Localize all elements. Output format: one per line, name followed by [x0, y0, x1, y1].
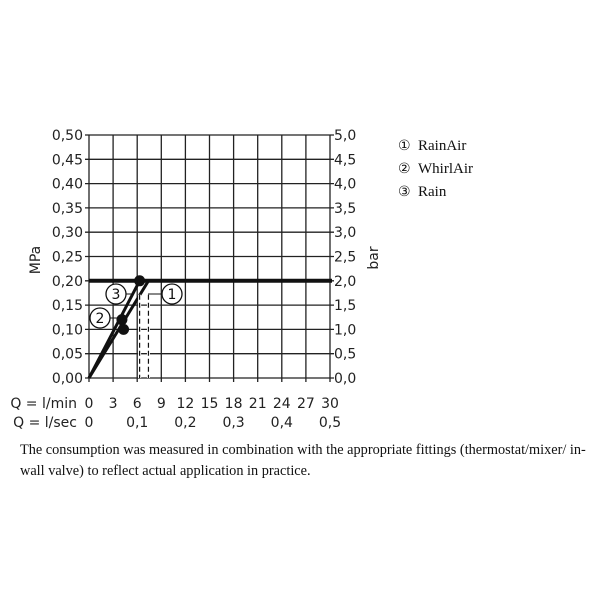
y-tick-label-right: 2,0: [334, 274, 356, 290]
callout-label-rain: 3: [112, 287, 121, 303]
x-tick-label-lsec: 0: [85, 415, 94, 431]
legend-marker: ②: [398, 161, 411, 177]
x-tick-label-lmin: 27: [297, 396, 315, 412]
callout-label-rainair: 1: [168, 287, 177, 303]
callout-label-whirlair: 2: [96, 311, 105, 327]
legend-marker: ①: [398, 138, 411, 154]
data-point: [134, 275, 146, 287]
y-tick-label-right: 1,0: [334, 322, 356, 338]
x-tick-label-lsec: 0,2: [174, 415, 196, 431]
x-tick-label-lmin: 24: [273, 396, 291, 412]
y-tick-label-left: 0,35: [52, 201, 83, 217]
x-tick-label-lmin: 30: [321, 396, 339, 412]
x-tick-label-lsec: 0,3: [222, 415, 244, 431]
y-tick-label-left: 0,30: [52, 225, 83, 241]
y-tick-label-right: 0,5: [334, 347, 356, 363]
y-axis-label-left: MPa: [28, 246, 44, 274]
y-tick-label-left: 0,15: [52, 298, 83, 314]
x-tick-label-lsec: 0,4: [271, 415, 293, 431]
y-tick-label-left: 0,45: [52, 152, 83, 168]
x-axis-label-lsec: Q = l/sec: [13, 415, 77, 431]
x-tick-label-lmin: 21: [249, 396, 267, 412]
y-tick-label-right: 4,5: [334, 152, 356, 168]
y-tick-label-left: 0,05: [52, 347, 83, 363]
callout-circle: [89, 307, 111, 329]
x-tick-label-lsec: 0,1: [126, 415, 148, 431]
callout-circle: [161, 283, 183, 305]
pressure-flow-chart: 0,00 0,000,05 0,530,10 1,060,15 1,590,20 2,01…: [10, 128, 473, 431]
y-tick-label-right: 5,0: [334, 128, 356, 144]
x-tick-label-lmin: 0: [85, 396, 94, 412]
data-point: [116, 314, 128, 326]
series-line-rain: [87, 280, 141, 379]
y-tick-label-left: 0,10: [52, 322, 83, 338]
x-tick-label-lmin: 15: [201, 396, 219, 412]
y-tick-label-left: 0,25: [52, 250, 83, 266]
legend-label-rain: Rain: [418, 184, 447, 200]
x-tick-label-lmin: 3: [109, 396, 118, 412]
x-tick-label-lmin: 18: [225, 396, 243, 412]
y-tick-label-left: 0,20: [52, 274, 83, 290]
legend-label-rainair: RainAir: [418, 138, 466, 154]
legend-label-whirlair: WhirlAir: [418, 161, 473, 177]
x-tick-label-lmin: 9: [157, 396, 166, 412]
x-axis-label-lmin: Q = l/min: [10, 396, 77, 412]
y-tick-label-left: 0,50: [52, 128, 83, 144]
footnote: The consumption was measured in combinat…: [20, 442, 586, 479]
x-tick-label-lmin: 6: [133, 396, 142, 412]
y-tick-label-right: 0,0: [334, 371, 356, 387]
y-tick-label-left: 0,00: [52, 371, 83, 387]
callout-circle: [105, 283, 127, 305]
legend-marker: ③: [398, 184, 411, 200]
y-tick-label-right: 2,5: [334, 250, 356, 266]
data-point: [118, 323, 130, 335]
y-axis-label-right: bar: [366, 246, 382, 269]
x-tick-label-lmin: 12: [176, 396, 194, 412]
y-tick-label-right: 1,5: [334, 298, 356, 314]
x-tick-label-lsec: 0,5: [319, 415, 341, 431]
y-tick-label-right: 3,5: [334, 201, 356, 217]
y-tick-label-right: 4,0: [334, 177, 356, 193]
y-tick-label-right: 3,0: [334, 225, 356, 241]
y-tick-label-left: 0,40: [52, 177, 83, 193]
